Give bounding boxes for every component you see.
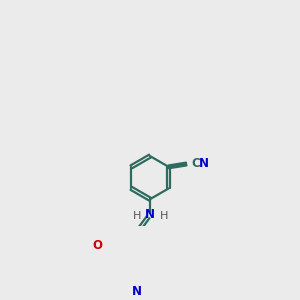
Text: N: N xyxy=(131,285,141,298)
Text: N: N xyxy=(200,157,209,170)
Text: N: N xyxy=(145,208,155,221)
Text: H: H xyxy=(133,211,141,220)
Text: O: O xyxy=(93,239,103,252)
Text: C: C xyxy=(191,157,200,170)
Text: H: H xyxy=(159,211,168,220)
